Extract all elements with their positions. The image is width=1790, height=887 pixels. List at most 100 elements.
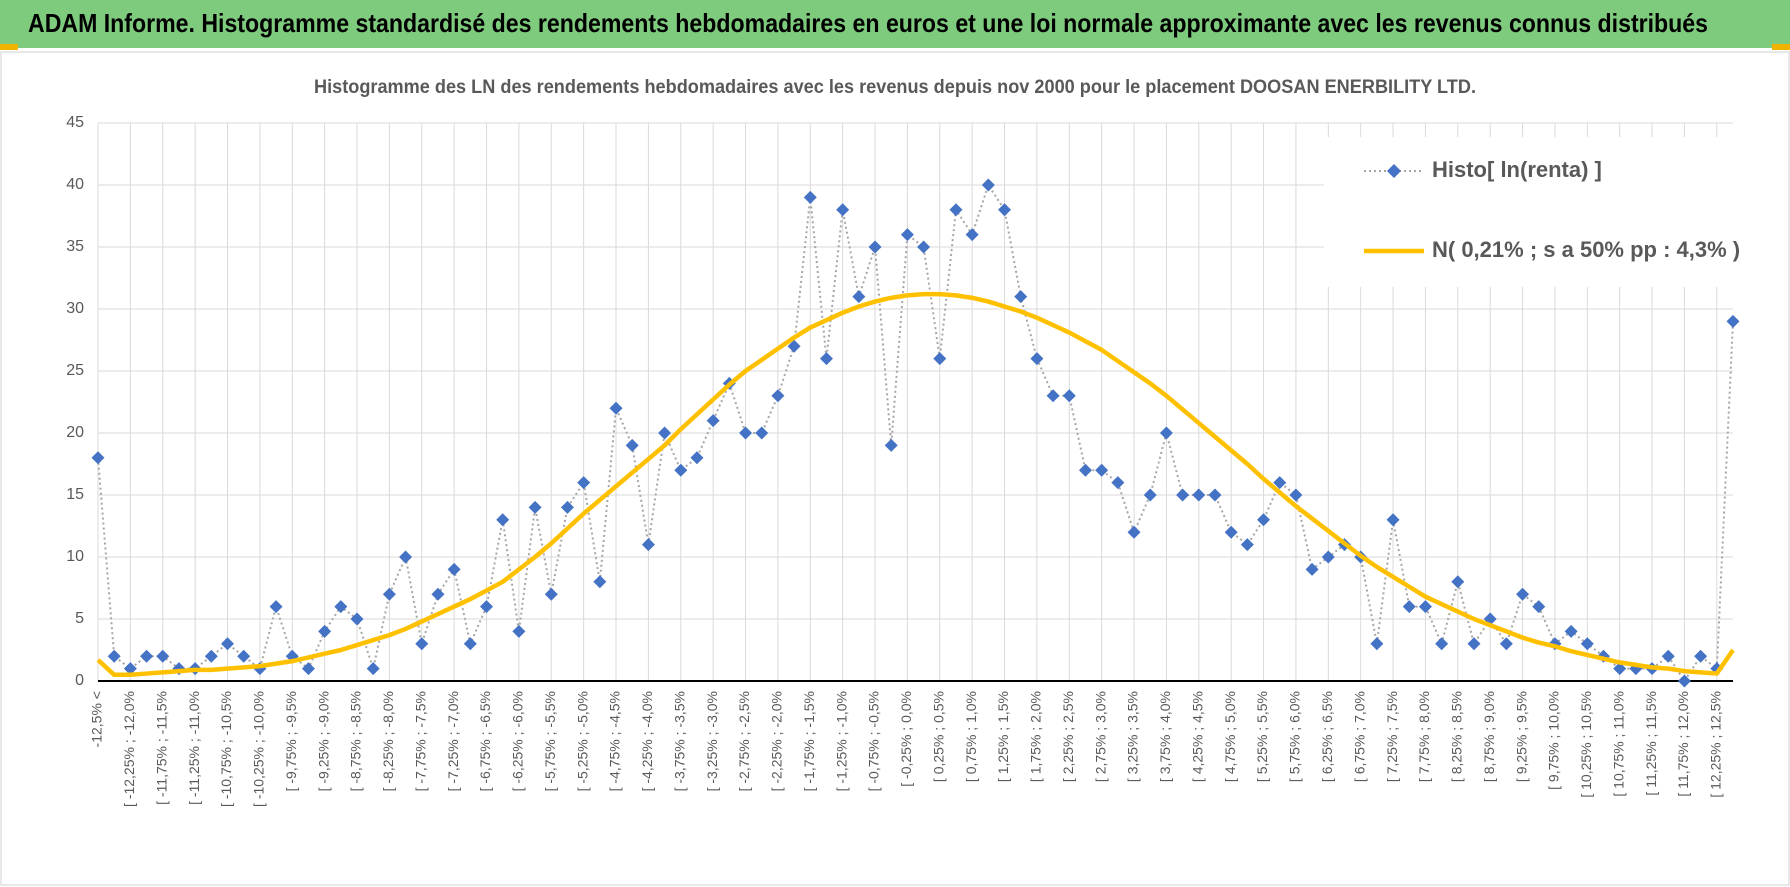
data-point xyxy=(382,587,396,601)
data-point xyxy=(560,500,574,514)
x-tick-label: [ -12,25% ; -12,0% xyxy=(121,691,137,807)
x-tick-label: [ -6,25% ; -6,0% xyxy=(510,691,526,791)
data-point xyxy=(1273,476,1287,490)
data-point xyxy=(1467,637,1481,651)
x-tick-label: [ -3,75% ; -3,5% xyxy=(671,691,687,791)
data-point xyxy=(852,290,866,304)
x-tick-label: [ -2,25% ; -2,0% xyxy=(769,691,785,791)
data-point xyxy=(1062,389,1076,403)
data-point xyxy=(480,600,494,614)
x-tick-label: [ 7,25% ; 7,5% xyxy=(1384,691,1400,782)
x-tick-label: [ -7,75% ; -7,5% xyxy=(412,691,428,791)
y-tick-label: 35 xyxy=(66,238,84,255)
data-point xyxy=(1030,352,1044,366)
x-tick-label: [ 2,75% ; 3,0% xyxy=(1092,691,1108,782)
x-tick-label: [ 10,25% ; 10,5% xyxy=(1578,691,1594,798)
data-point xyxy=(819,352,833,366)
data-point xyxy=(1143,488,1157,502)
data-point xyxy=(318,624,332,638)
x-tick-label: [ -11,25% ; -11,0% xyxy=(186,691,202,805)
data-point xyxy=(998,203,1012,217)
data-point xyxy=(965,228,979,242)
data-point xyxy=(350,612,364,626)
data-point xyxy=(447,562,461,576)
x-tick-label: [ 10,75% ; 11,0% xyxy=(1610,691,1626,797)
legend-box xyxy=(1324,137,1734,287)
x-tick-label: [ -10,75% ; -10,5% xyxy=(218,691,234,807)
data-point xyxy=(771,389,785,403)
data-point xyxy=(577,476,591,490)
x-tick-label: [ 8,75% ; 9,0% xyxy=(1481,691,1497,782)
data-point xyxy=(496,513,510,527)
data-point xyxy=(204,649,218,663)
data-point xyxy=(1451,575,1465,589)
data-point xyxy=(1014,290,1028,304)
x-tick-label: [ -8,75% ; -8,5% xyxy=(348,691,364,791)
x-tick-label: [ 9,25% ; 9,5% xyxy=(1513,691,1529,782)
data-point xyxy=(949,203,963,217)
data-point xyxy=(1240,538,1254,552)
data-point xyxy=(1499,637,1513,651)
data-point xyxy=(593,575,607,589)
x-tick-label: [ -11,75% ; -11,5% xyxy=(153,691,169,805)
data-point xyxy=(512,624,526,638)
x-tick-label: [ -0,75% ; -0,5% xyxy=(866,691,882,791)
x-tick-label: [ -10,25% ; -10,0% xyxy=(251,691,267,807)
data-point xyxy=(1370,637,1384,651)
x-tick-label: -12,5% < xyxy=(89,691,105,747)
data-point xyxy=(1726,314,1740,328)
series-line xyxy=(96,291,1735,678)
data-point xyxy=(301,662,315,676)
data-point xyxy=(1192,488,1206,502)
data-point xyxy=(706,414,720,428)
x-tick-label: [ -4,75% ; -4,5% xyxy=(607,691,623,791)
data-point xyxy=(1159,426,1173,440)
data-point xyxy=(641,538,655,552)
x-tick-label: [ -1,75% ; -1,5% xyxy=(801,691,817,791)
x-tick-label: [ -4,25% ; -4,0% xyxy=(639,691,655,791)
data-point xyxy=(1402,600,1416,614)
y-tick-label: 25 xyxy=(66,362,84,379)
x-tick-label: [ -3,25% ; -3,0% xyxy=(704,691,720,791)
y-tick-label: 30 xyxy=(66,300,84,317)
data-point xyxy=(1386,513,1400,527)
data-point xyxy=(1305,562,1319,576)
x-tick-label: [ 11,25% ; 11,5% xyxy=(1643,691,1659,796)
legend-label: N( 0,21% ; s a 50% pp : 4,3% ) xyxy=(1432,237,1740,262)
x-tick-label: [ 4,75% ; 5,0% xyxy=(1222,691,1238,782)
data-point xyxy=(1176,488,1190,502)
x-tick-label: [ -5,75% ; -5,5% xyxy=(542,691,558,791)
data-point xyxy=(123,662,137,676)
data-point xyxy=(1677,674,1691,688)
data-point xyxy=(399,550,413,564)
data-point xyxy=(140,649,154,663)
x-tick-label: [ -7,25% ; -7,0% xyxy=(445,691,461,791)
x-tick-label: [ 7,75% ; 8,0% xyxy=(1416,691,1432,782)
data-point xyxy=(755,426,769,440)
data-point xyxy=(625,438,639,452)
data-point xyxy=(1257,513,1271,527)
y-tick-label: 5 xyxy=(75,610,84,627)
x-tick-label: [ 11,75% ; 12,0% xyxy=(1675,691,1691,797)
data-point xyxy=(868,240,882,254)
data-point xyxy=(334,600,348,614)
data-point xyxy=(156,649,170,663)
x-tick-label: [ 3,25% ; 3,5% xyxy=(1125,691,1141,782)
x-tick-label: [ -6,75% ; -6,5% xyxy=(477,691,493,791)
y-tick-label: 45 xyxy=(66,114,84,131)
data-point xyxy=(981,178,995,192)
x-tick-label: [ 0,25% ; 0,5% xyxy=(930,691,946,782)
data-point xyxy=(1613,662,1627,676)
x-tick-label: [ -8,25% ; -8,0% xyxy=(380,691,396,791)
data-point xyxy=(1435,637,1449,651)
x-tick-label: [ 9,75% ; 10,0% xyxy=(1546,691,1562,790)
data-point xyxy=(91,451,105,465)
data-point xyxy=(237,649,251,663)
x-tick-label: [ 6,75% ; 7,0% xyxy=(1351,691,1367,782)
data-point xyxy=(884,438,898,452)
y-tick-label: 20 xyxy=(66,424,84,441)
data-point xyxy=(107,649,121,663)
series-line xyxy=(97,182,1734,683)
y-tick-label: 40 xyxy=(66,176,84,193)
